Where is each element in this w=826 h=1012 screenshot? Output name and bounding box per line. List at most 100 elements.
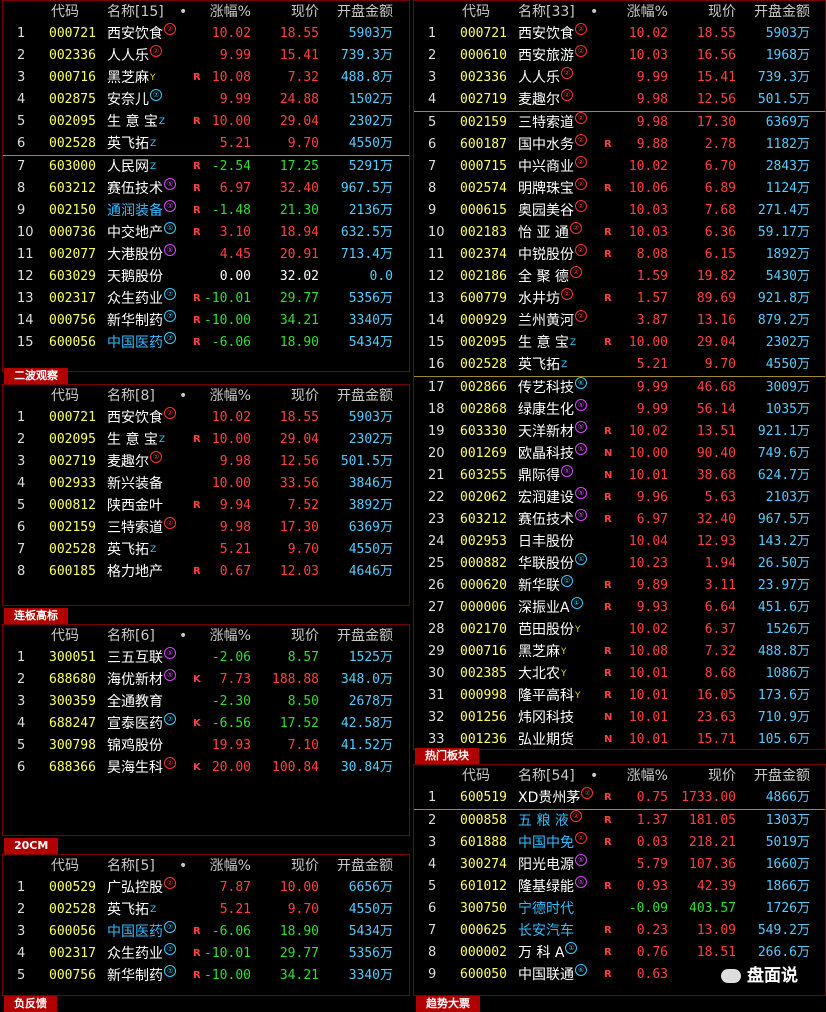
table-row[interactable]: 14 000756 新华制药 ⑦ R -10.00 34.21 3340万: [3, 310, 409, 332]
table-row[interactable]: 6 300750 宁德时代 -0.09 403.57 1726万: [414, 898, 825, 920]
table-row[interactable]: 1 300051 三五互联 ⑤ -2.06 8.57 1525万: [3, 647, 409, 669]
table-row[interactable]: 7 000715 中兴商业 ② 10.02 6.70 2843万: [414, 156, 825, 178]
table-row[interactable]: 1 000721 西安饮食 ② 10.02 18.55 5903万: [414, 23, 825, 45]
table-row[interactable]: 4 002933 新兴装备 10.00 33.56 3846万: [3, 473, 409, 495]
table-row[interactable]: 18 002868 绿康生化 ⑤ 9.99 56.14 1035万: [414, 399, 825, 421]
table-row[interactable]: 10 002183 怡 亚 通 ② R 10.03 6.36 59.17万: [414, 222, 825, 244]
table-row[interactable]: 7 000625 长安汽车 R 0.23 13.09 549.2万: [414, 920, 825, 942]
tag-trend-large-caps[interactable]: 趋势大票: [416, 996, 480, 1012]
table-row[interactable]: 19 603330 天洋新材 ⑤ R 10.02 13.51 921.1万: [414, 421, 825, 443]
table-row[interactable]: 14 000929 兰州黄河 ② 3.87 13.16 879.2万: [414, 310, 825, 332]
table-row[interactable]: 24 002953 日丰股份 10.04 12.93 143.2万: [414, 531, 825, 553]
table-row[interactable]: 13 002317 众生药业 ⑦ R -10.01 29.77 5356万: [3, 288, 409, 310]
table-row[interactable]: 4 002317 众生药业 ⑦ R -10.01 29.77 5356万: [3, 943, 409, 965]
panel-section-tag[interactable]: 热门板块: [415, 748, 479, 764]
table-row[interactable]: 7 603000 人民网Z R -2.54 17.25 5291万: [3, 156, 409, 178]
table-row[interactable]: 12 002186 全 聚 德 ② 1.59 19.82 5430万: [414, 266, 825, 288]
header-change-pct[interactable]: 涨幅%: [209, 4, 251, 20]
header-code[interactable]: 代码: [462, 4, 490, 20]
table-row[interactable]: 15 600056 中国医药 ⑦ R -6.06 18.90 5434万: [3, 332, 409, 354]
header-code[interactable]: 代码: [51, 628, 79, 644]
table-row[interactable]: 5 300798 锦鸡股份 19.93 7.10 41.52万: [3, 735, 409, 757]
table-row[interactable]: 10 000736 中交地产 ① R 3.10 18.94 632.5万: [3, 222, 409, 244]
header-open-amount[interactable]: 开盘金额: [754, 4, 810, 20]
header-open-amount[interactable]: 开盘金额: [337, 4, 393, 20]
table-row[interactable]: 17 002866 传艺科技 ⑥ 9.99 46.68 3009万: [414, 377, 825, 399]
header-change-pct[interactable]: 涨幅%: [209, 858, 251, 874]
table-row[interactable]: 29 000716 黑芝麻Y R 10.08 7.32 488.8万: [414, 641, 825, 663]
table-row[interactable]: 8 000002 万 科 A ① R 0.76 18.51 266.6万: [414, 942, 825, 964]
table-row[interactable]: 8 002574 明牌珠宝 ② R 10.06 6.89 1124万: [414, 178, 825, 200]
header-code[interactable]: 代码: [462, 768, 490, 784]
header-price[interactable]: 现价: [291, 628, 319, 644]
table-row[interactable]: 6 688366 昊海生科 ② K 20.00 100.84 30.84万: [3, 757, 409, 779]
table-row[interactable]: 3 600056 中国医药 ⑦ R -6.06 18.90 5434万: [3, 921, 409, 943]
header-price[interactable]: 现价: [708, 4, 736, 20]
table-row[interactable]: 22 002062 宏润建设 ⑤ R 9.96 5.63 2103万: [414, 487, 825, 509]
table-row[interactable]: 9 002150 通润装备 ③ R -1.48 21.30 2136万: [3, 200, 409, 222]
header-dot-menu[interactable]: •: [590, 768, 599, 784]
tag-negative-feedback[interactable]: 负反馈: [4, 996, 57, 1012]
header-price[interactable]: 现价: [291, 858, 319, 874]
panel-section-tag[interactable]: 连板高标: [4, 608, 68, 624]
header-change-pct[interactable]: 涨幅%: [626, 768, 668, 784]
table-row[interactable]: 1 000529 广弘控股 ② 7.87 10.00 6656万: [3, 877, 409, 899]
header-price[interactable]: 现价: [291, 388, 319, 404]
table-row[interactable]: 9 000615 奥园美谷 ② 10.03 7.68 271.4万: [414, 200, 825, 222]
table-row[interactable]: 9 600050 中国联通 ⑥ R 0.63: [414, 964, 825, 986]
header-change-pct[interactable]: 涨幅%: [209, 628, 251, 644]
table-row[interactable]: 12 603029 天鹅股份 0.00 32.02 0.0: [3, 266, 409, 288]
table-row[interactable]: 30 002385 大北农Y R 10.01 8.68 1086万: [414, 663, 825, 685]
table-row[interactable]: 16 002528 英飞拓Z 5.21 9.70 4550万: [414, 354, 825, 377]
table-row[interactable]: 31 000998 隆平高科Y R 10.01 16.05 173.6万: [414, 685, 825, 707]
table-row[interactable]: 23 603212 赛伍技术 ⑤ R 6.97 32.40 967.5万: [414, 509, 825, 531]
table-row[interactable]: 15 002095 生 意 宝Z R 10.00 29.04 2302万: [414, 332, 825, 354]
table-row[interactable]: 28 002170 芭田股份Y 10.02 6.37 1526万: [414, 619, 825, 641]
header-open-amount[interactable]: 开盘金额: [754, 768, 810, 784]
header-open-amount[interactable]: 开盘金额: [337, 388, 393, 404]
table-row[interactable]: 2 688680 海优新材 ⑤ K 7.73 188.88 348.0万: [3, 669, 409, 691]
table-row[interactable]: 25 000882 华联股份 ① 10.23 1.94 26.50万: [414, 553, 825, 575]
table-row[interactable]: 2 000858 五 粮 液 ② R 1.37 181.05 1303万: [414, 810, 825, 832]
header-change-pct[interactable]: 涨幅%: [626, 4, 668, 20]
panel-section-tag[interactable]: 20CM: [4, 838, 59, 854]
table-row[interactable]: 2 000610 西安旅游 ② 10.03 16.56 1968万: [414, 45, 825, 67]
header-name[interactable]: 名称[6]: [107, 628, 155, 644]
header-name[interactable]: 名称[33]: [518, 4, 575, 20]
table-row[interactable]: 33 001236 弘业期货 N 10.01 15.71 105.6万: [414, 729, 825, 751]
panel-section-tag[interactable]: 二波观察: [4, 368, 68, 384]
table-row[interactable]: 21 603255 鼎际得 ⑤ N 10.01 38.68 624.7万: [414, 465, 825, 487]
header-open-amount[interactable]: 开盘金额: [337, 858, 393, 874]
header-change-pct[interactable]: 涨幅%: [209, 388, 251, 404]
header-name[interactable]: 名称[15]: [107, 4, 164, 20]
header-name[interactable]: 名称[8]: [107, 388, 155, 404]
table-row[interactable]: 7 002528 英飞拓Z 5.21 9.70 4550万: [3, 539, 409, 561]
table-row[interactable]: 8 600185 格力地产 R 0.67 12.03 4646万: [3, 561, 409, 583]
table-row[interactable]: 2 002095 生 意 宝Z R 10.00 29.04 2302万: [3, 429, 409, 451]
table-row[interactable]: 32 001256 炜冈科技 N 10.01 23.63 710.9万: [414, 707, 825, 729]
table-row[interactable]: 6 002159 三特索道 ② 9.98 17.30 6369万: [3, 517, 409, 539]
table-row[interactable]: 1 600519 XD贵州茅 ② R 0.75 1733.00 4866万: [414, 787, 825, 810]
table-row[interactable]: 26 000620 新华联 ① R 9.89 3.11 23.97万: [414, 575, 825, 597]
header-code[interactable]: 代码: [51, 858, 79, 874]
table-row[interactable]: 5 000812 陕西金叶 R 9.94 7.52 3892万: [3, 495, 409, 517]
header-dot-menu[interactable]: •: [179, 628, 188, 644]
table-row[interactable]: 13 600779 水井坊 ② R 1.57 89.69 921.8万: [414, 288, 825, 310]
table-row[interactable]: 5 002095 生 意 宝Z R 10.00 29.04 2302万: [3, 111, 409, 133]
header-dot-menu[interactable]: •: [179, 388, 188, 404]
table-row[interactable]: 11 002077 大港股份 ⑤ 4.45 20.91 713.4万: [3, 244, 409, 266]
table-row[interactable]: 4 300274 阳光电源 ⑤ 5.79 107.36 1660万: [414, 854, 825, 876]
table-row[interactable]: 3 002719 麦趣尔 ② 9.98 12.56 501.5万: [3, 451, 409, 473]
table-row[interactable]: 5 002159 三特索道 ② 9.98 17.30 6369万: [414, 112, 825, 134]
table-row[interactable]: 4 688247 宣泰医药 ⑦ K -6.56 17.52 42.58万: [3, 713, 409, 735]
table-row[interactable]: 27 000006 深振业A ① R 9.93 6.64 451.6万: [414, 597, 825, 619]
header-dot-menu[interactable]: •: [590, 4, 599, 20]
table-row[interactable]: 2 002336 人人乐 ② 9.99 15.41 739.3万: [3, 45, 409, 67]
table-row[interactable]: 1 000721 西安饮食 ② 10.02 18.55 5903万: [3, 407, 409, 429]
header-code[interactable]: 代码: [51, 4, 79, 20]
header-open-amount[interactable]: 开盘金额: [337, 628, 393, 644]
table-row[interactable]: 5 601012 隆基绿能 ⑤ R 0.93 42.39 1866万: [414, 876, 825, 898]
table-row[interactable]: 3 000716 黑芝麻Y R 10.08 7.32 488.8万: [3, 67, 409, 89]
header-price[interactable]: 现价: [291, 4, 319, 20]
table-row[interactable]: 3 002336 人人乐 ② 9.99 15.41 739.3万: [414, 67, 825, 89]
